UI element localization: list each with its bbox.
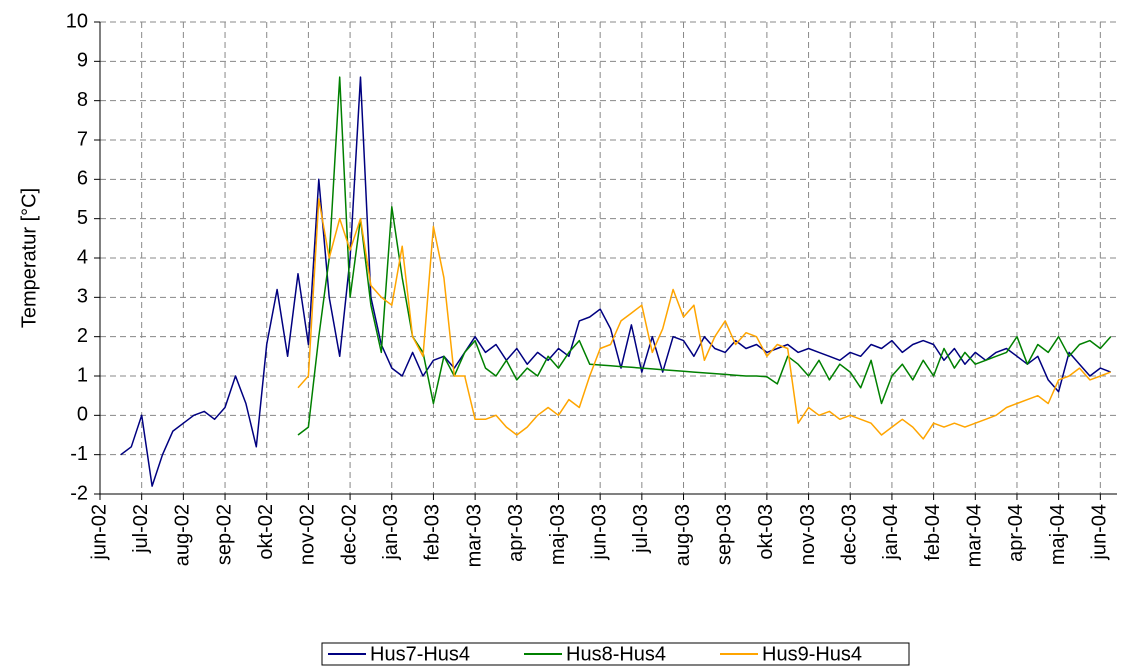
legend-label: Hus9-Hus4 bbox=[762, 643, 862, 665]
y-tick-label: -2 bbox=[70, 482, 88, 504]
x-tick-label: aug-02 bbox=[172, 504, 194, 566]
y-tick-label: 1 bbox=[77, 364, 88, 386]
x-tick-label: sep-02 bbox=[213, 504, 235, 565]
y-tick-label: 4 bbox=[77, 246, 88, 268]
data-line bbox=[120, 76, 1111, 487]
y-tick-label: 6 bbox=[77, 168, 88, 190]
x-tick-label: jul-03 bbox=[630, 504, 652, 554]
x-tick-label: nov-03 bbox=[797, 504, 819, 565]
y-tick-label: 7 bbox=[77, 128, 88, 150]
x-tick-label: apr-03 bbox=[505, 504, 527, 562]
y-tick-label: 10 bbox=[66, 10, 88, 32]
legend-label: Hus7-Hus4 bbox=[370, 643, 470, 665]
x-tick-label: feb-03 bbox=[422, 504, 444, 561]
x-tick-label: jun-04 bbox=[1089, 504, 1111, 561]
x-tick-label: mar-03 bbox=[463, 504, 485, 567]
x-tick-label: jan-04 bbox=[880, 504, 902, 561]
x-tick-label: okt-03 bbox=[755, 504, 777, 560]
x-tick-label: maj-03 bbox=[547, 504, 569, 565]
x-tick-label: apr-04 bbox=[1005, 504, 1027, 562]
legend-box bbox=[321, 642, 910, 666]
x-tick-label: maj-04 bbox=[1047, 504, 1069, 565]
y-tick-label: 3 bbox=[77, 286, 88, 308]
x-tick-label: nov-02 bbox=[297, 504, 319, 565]
x-tick-label: dec-03 bbox=[839, 504, 861, 565]
data-line bbox=[297, 198, 1111, 440]
x-tick-label: sep-03 bbox=[713, 504, 735, 565]
x-tick-label: dec-02 bbox=[338, 504, 360, 565]
x-tick-label: jun-03 bbox=[588, 504, 610, 561]
y-tick-label: 5 bbox=[77, 207, 88, 229]
y-tick-label: 2 bbox=[77, 325, 88, 347]
x-tick-label: jan-03 bbox=[380, 504, 402, 561]
y-tick-label: 0 bbox=[77, 404, 88, 426]
x-tick-label: mar-04 bbox=[964, 504, 986, 567]
legend-label: Hus8-Hus4 bbox=[566, 643, 666, 665]
x-tick-label: okt-02 bbox=[255, 504, 277, 560]
x-tick-label: aug-03 bbox=[672, 504, 694, 566]
x-tick-label: jul-02 bbox=[130, 504, 152, 554]
x-tick-label: jun-02 bbox=[88, 504, 110, 561]
y-axis-label: Temperatur [°C] bbox=[18, 188, 40, 328]
data-line bbox=[297, 76, 1112, 436]
y-tick-label: 9 bbox=[77, 50, 88, 72]
y-tick-label: 8 bbox=[77, 89, 88, 111]
y-tick-label: -1 bbox=[70, 443, 88, 465]
x-tick-label: feb-04 bbox=[922, 504, 944, 561]
